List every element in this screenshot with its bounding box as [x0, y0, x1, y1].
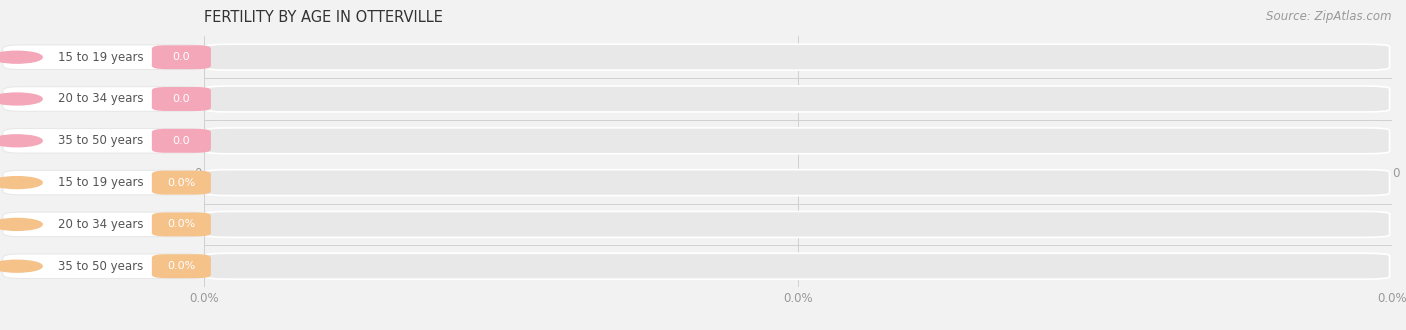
Text: 0.0: 0.0: [173, 94, 190, 104]
FancyBboxPatch shape: [205, 212, 1389, 237]
Text: 0.0%: 0.0%: [167, 261, 195, 271]
Text: 0.0%: 0.0%: [167, 219, 195, 229]
FancyBboxPatch shape: [205, 44, 1389, 70]
Text: 35 to 50 years: 35 to 50 years: [58, 260, 143, 273]
FancyBboxPatch shape: [205, 86, 1389, 112]
Text: 0.0%: 0.0%: [167, 178, 195, 187]
Text: 20 to 34 years: 20 to 34 years: [58, 92, 143, 106]
Text: 35 to 50 years: 35 to 50 years: [58, 134, 143, 147]
FancyBboxPatch shape: [205, 170, 1389, 196]
Text: 0.0: 0.0: [173, 136, 190, 146]
Text: 15 to 19 years: 15 to 19 years: [58, 51, 143, 64]
FancyBboxPatch shape: [205, 253, 1389, 279]
Text: 15 to 19 years: 15 to 19 years: [58, 176, 143, 189]
Text: 20 to 34 years: 20 to 34 years: [58, 218, 143, 231]
Text: Source: ZipAtlas.com: Source: ZipAtlas.com: [1267, 10, 1392, 23]
FancyBboxPatch shape: [205, 128, 1389, 154]
Text: FERTILITY BY AGE IN OTTERVILLE: FERTILITY BY AGE IN OTTERVILLE: [204, 10, 443, 25]
Text: 0.0: 0.0: [173, 52, 190, 62]
